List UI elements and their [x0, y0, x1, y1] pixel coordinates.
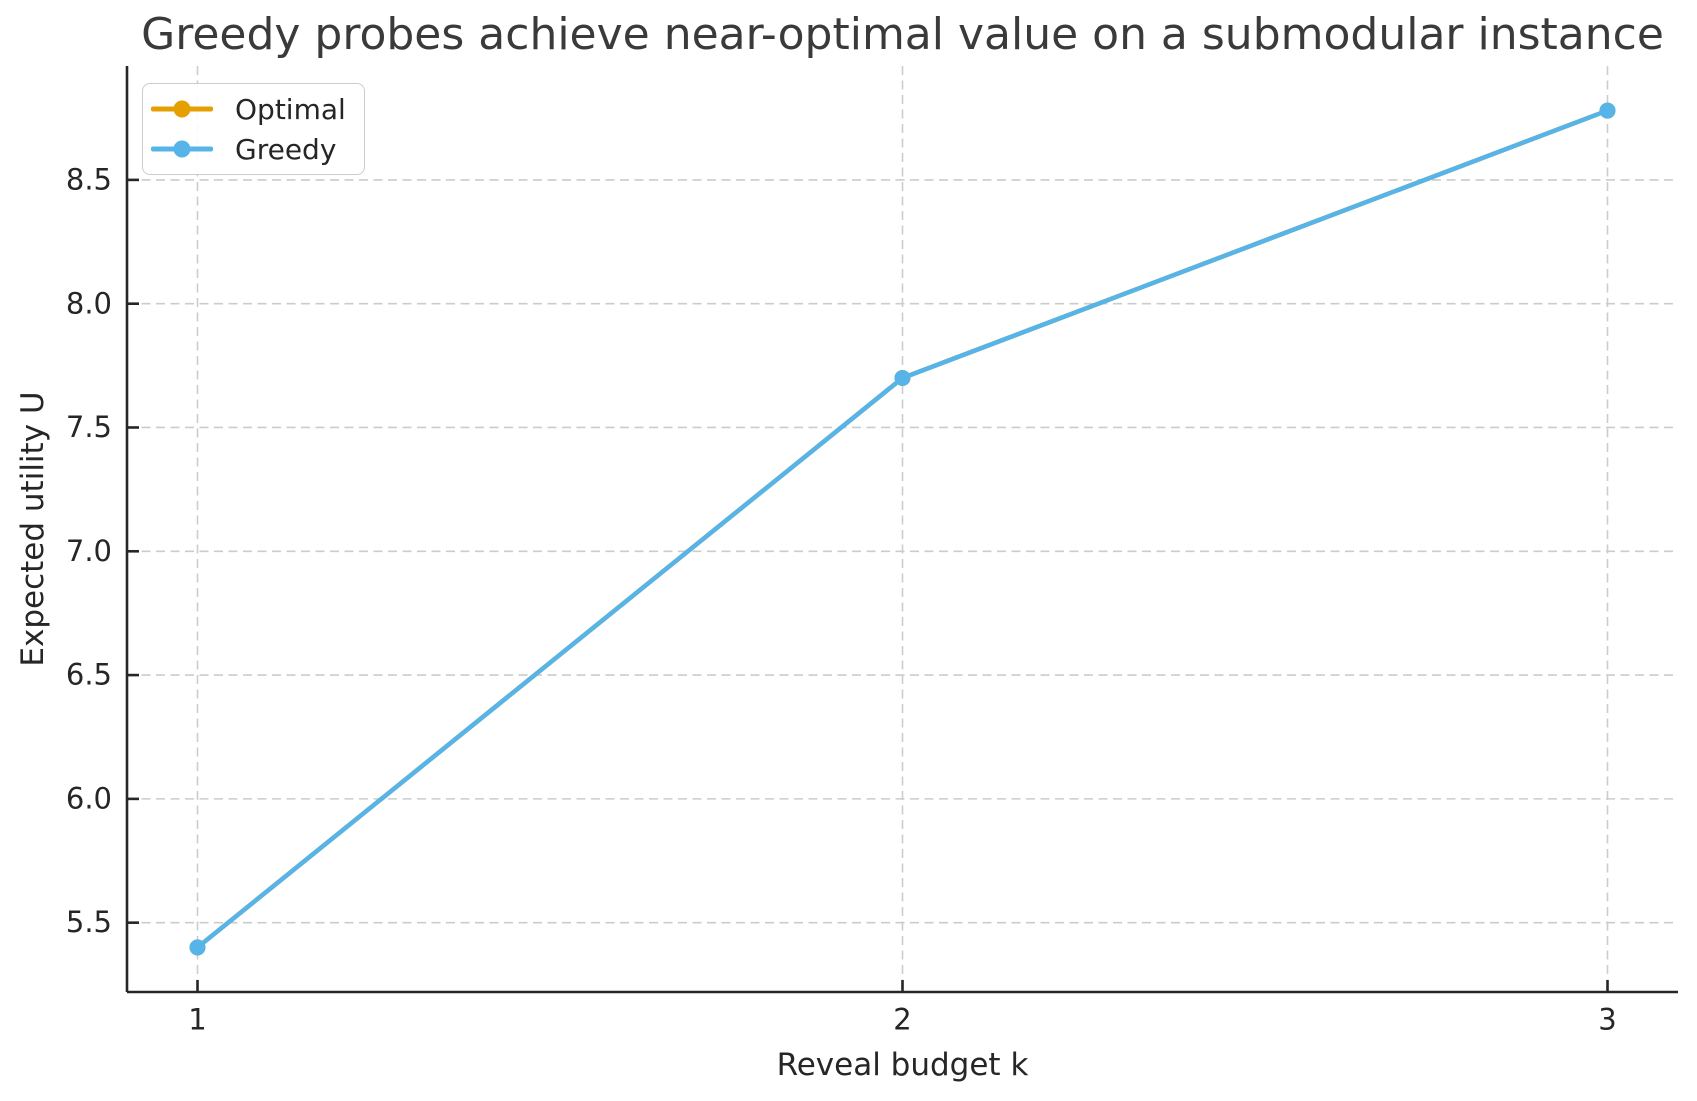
y-tick-label: 8.0 [66, 286, 112, 320]
legend-marker-greedy-icon [151, 140, 213, 158]
data-point-greedy [189, 939, 206, 956]
legend-item-greedy: Greedy [151, 129, 346, 169]
y-tick-label: 6.5 [66, 658, 112, 692]
legend-label: Optimal [235, 92, 346, 126]
x-tick-label: 2 [893, 1003, 911, 1037]
x-axis-label: Reveal budget k [776, 1047, 1029, 1083]
y-tick-label: 8.5 [66, 162, 112, 196]
x-tick-label: 3 [1598, 1003, 1616, 1037]
chart-title: Greedy probes achieve near-optimal value… [141, 9, 1664, 60]
y-tick-label: 7.5 [66, 410, 112, 444]
y-tick-label: 6.0 [66, 781, 112, 815]
legend-label: Greedy [235, 132, 337, 166]
y-tick-label: 5.5 [66, 905, 112, 939]
legend-item-optimal: Optimal [151, 89, 346, 129]
legend-marker-optimal-icon [151, 100, 213, 118]
data-point-greedy [1599, 102, 1616, 119]
y-tick-label: 7.0 [66, 534, 112, 568]
x-tick-label: 1 [188, 1003, 206, 1037]
data-point-greedy [894, 369, 911, 386]
legend: Optimal Greedy [142, 83, 365, 175]
